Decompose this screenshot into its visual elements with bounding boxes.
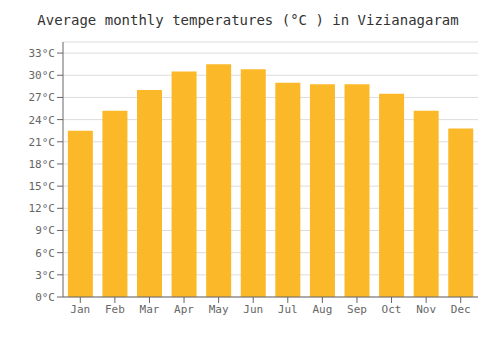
svg-text:15°C: 15°C [29, 180, 56, 193]
svg-text:Feb: Feb [105, 303, 125, 316]
svg-text:Jul: Jul [278, 303, 298, 316]
svg-text:6°C: 6°C [35, 247, 55, 260]
svg-text:Sep: Sep [347, 303, 367, 316]
svg-text:Mar: Mar [140, 303, 160, 316]
svg-text:Aug: Aug [312, 303, 332, 316]
svg-text:33°C: 33°C [29, 47, 56, 60]
svg-text:Dec: Dec [451, 303, 471, 316]
svg-text:9°C: 9°C [35, 224, 55, 237]
svg-text:30°C: 30°C [29, 69, 56, 82]
svg-text:Jun: Jun [243, 303, 263, 316]
svg-text:24°C: 24°C [29, 114, 56, 127]
svg-text:27°C: 27°C [29, 91, 56, 104]
svg-text:0°C: 0°C [35, 291, 55, 304]
svg-text:3°C: 3°C [35, 269, 55, 282]
svg-text:Nov: Nov [416, 303, 436, 316]
svg-text:May: May [209, 303, 229, 316]
svg-text:Jan: Jan [70, 303, 90, 316]
svg-text:Oct: Oct [382, 303, 402, 316]
svg-text:21°C: 21°C [29, 136, 56, 149]
svg-text:12°C: 12°C [29, 202, 56, 215]
svg-text:18°C: 18°C [29, 158, 56, 171]
svg-text:Apr: Apr [174, 303, 194, 316]
html-text:Average monthly temperatures (: Average monthly temperatures (°C ) in Vi… [37, 12, 459, 28]
